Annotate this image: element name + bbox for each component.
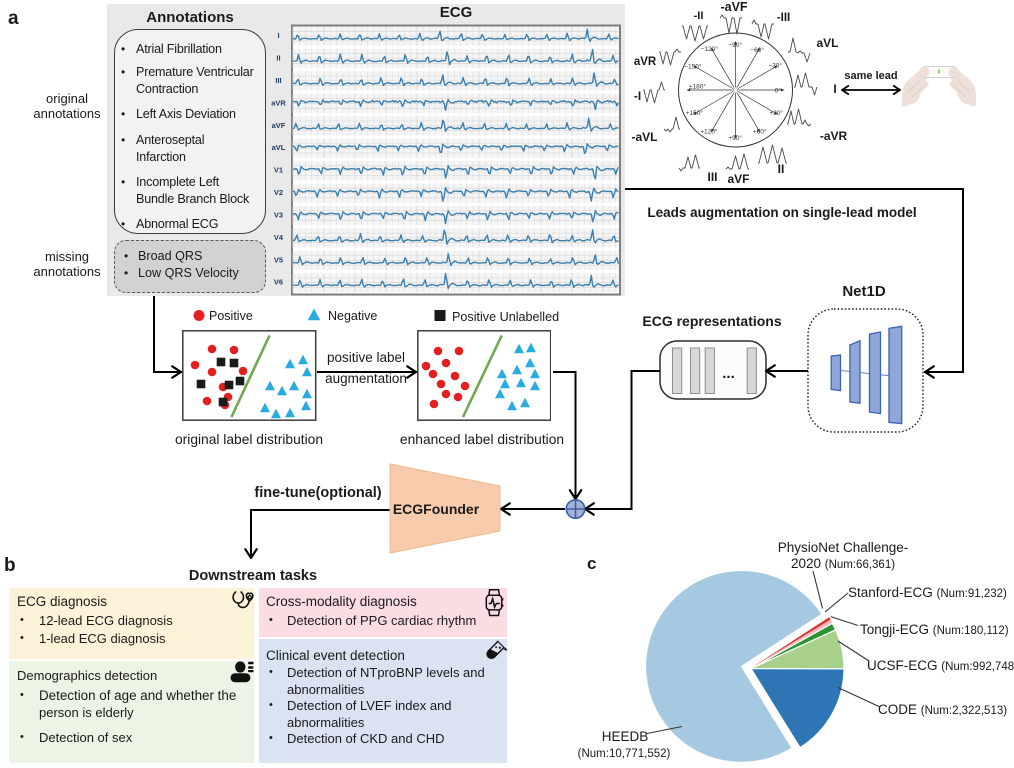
svg-text:aVF: aVF [272,121,286,130]
svg-text:V4: V4 [274,233,284,242]
svg-text:III: III [275,76,281,85]
svg-text:0°: 0° [775,87,782,95]
svg-text:...: ... [722,365,735,382]
svg-text:aVL: aVL [272,143,286,152]
svg-text:+30°: +30° [769,109,783,117]
svg-text:+90°: +90° [728,134,742,142]
svg-text:+150°: +150° [686,109,704,117]
svg-text:−120°: −120° [701,45,719,53]
svg-text:±180°: ±180° [689,83,706,91]
svg-text:I: I [277,31,279,40]
svg-text:+120°: +120° [700,128,718,136]
svg-text:V1: V1 [274,166,283,175]
svg-text:V5: V5 [274,255,283,264]
svg-text:−30°: −30° [768,62,782,70]
svg-text:V6: V6 [274,278,283,287]
svg-text:V3: V3 [274,210,283,219]
svg-text:II: II [276,54,280,63]
svg-text:aVR: aVR [271,98,286,107]
svg-text:−150°: −150° [684,63,702,71]
svg-text:+60°: +60° [753,128,767,136]
svg-text:ECGFounder: ECGFounder [393,501,480,517]
svg-text:V2: V2 [274,188,283,197]
svg-text:−90°: −90° [728,41,742,49]
svg-text:−60°: −60° [750,46,764,54]
